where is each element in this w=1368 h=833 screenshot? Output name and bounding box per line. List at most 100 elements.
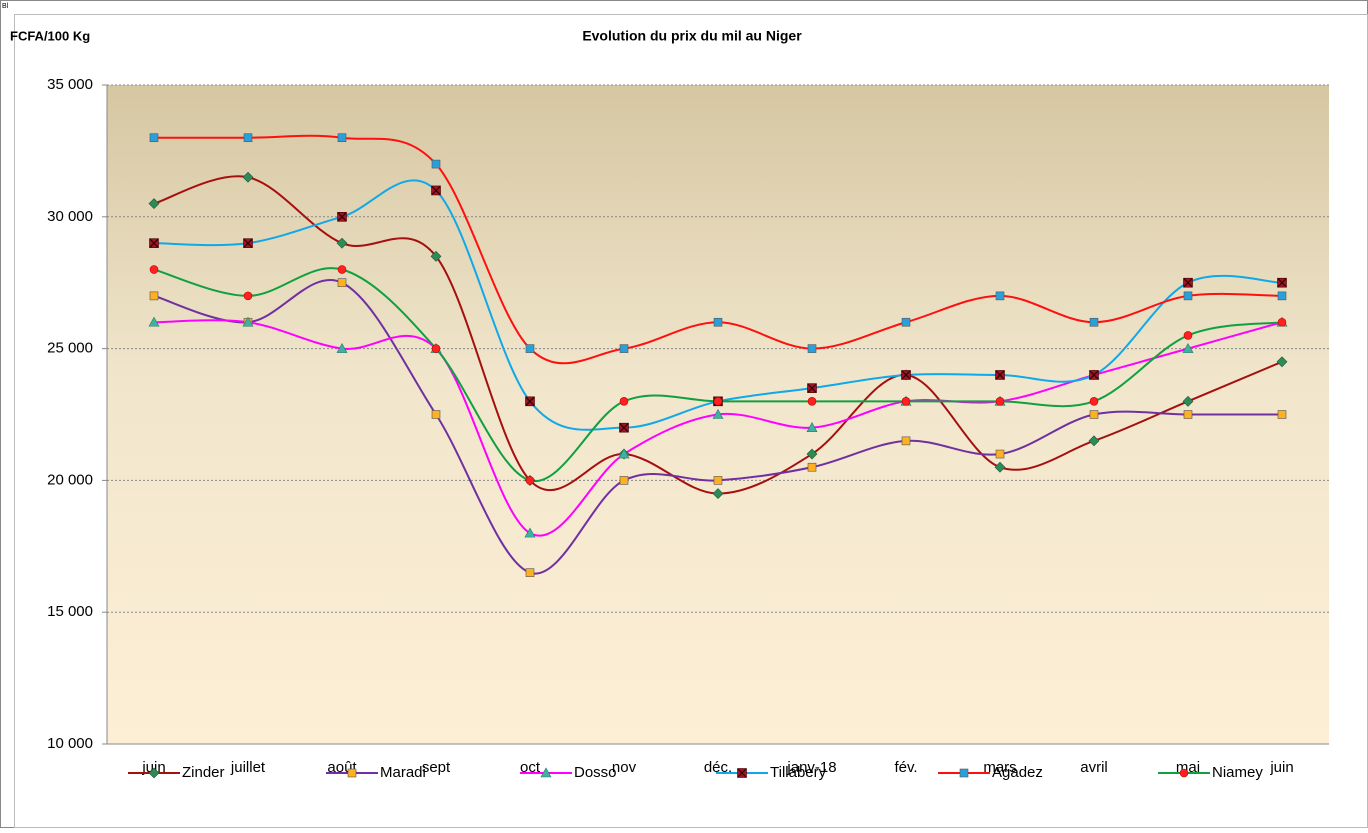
marker bbox=[1182, 395, 1194, 407]
marker bbox=[1183, 331, 1193, 340]
marker bbox=[243, 133, 253, 143]
marker bbox=[1277, 291, 1287, 301]
marker bbox=[1276, 356, 1288, 368]
marker bbox=[901, 370, 911, 380]
marker bbox=[995, 291, 1005, 301]
legend-label: Dosso bbox=[574, 764, 617, 781]
marker bbox=[540, 767, 552, 778]
x-tick-label: juillet bbox=[230, 759, 266, 776]
marker-cross bbox=[337, 212, 347, 222]
marker-cross bbox=[1183, 278, 1193, 288]
marker bbox=[712, 488, 724, 500]
marker bbox=[901, 397, 911, 406]
x-tick-label: fév. bbox=[894, 759, 917, 776]
marker bbox=[1277, 410, 1287, 419]
marker bbox=[806, 422, 818, 432]
marker bbox=[1089, 370, 1099, 380]
marker bbox=[337, 133, 347, 143]
legend-label: Zinder bbox=[182, 764, 225, 781]
marker bbox=[807, 397, 817, 406]
marker bbox=[243, 291, 253, 301]
marker-cross bbox=[525, 396, 535, 406]
legend-label: Niamey bbox=[1212, 764, 1263, 781]
marker bbox=[149, 133, 159, 143]
marker bbox=[347, 768, 357, 778]
marker bbox=[807, 462, 817, 472]
marker bbox=[525, 396, 535, 407]
x-tick-label: nov bbox=[612, 759, 637, 776]
marker bbox=[994, 461, 1006, 473]
marker bbox=[1277, 277, 1287, 288]
marker bbox=[995, 449, 1005, 459]
y-tick-label: 25 000 bbox=[47, 340, 93, 357]
x-tick-label: sept bbox=[422, 759, 451, 776]
x-tick-label: mars bbox=[983, 759, 1016, 776]
marker-cross bbox=[737, 768, 747, 778]
y-tick-label: 30 000 bbox=[47, 208, 93, 225]
x-tick-label: déc. bbox=[704, 759, 732, 776]
marker-cross bbox=[995, 370, 1005, 380]
marker bbox=[995, 397, 1005, 406]
legend-item: Agadez bbox=[938, 764, 1043, 781]
marker bbox=[149, 291, 159, 301]
marker-cross bbox=[901, 370, 911, 380]
marker-cross bbox=[1277, 278, 1287, 288]
marker bbox=[1088, 435, 1100, 447]
marker bbox=[1179, 768, 1189, 778]
y-tick-label: 15 000 bbox=[47, 603, 93, 620]
marker bbox=[806, 448, 818, 460]
marker-cross bbox=[243, 238, 253, 248]
marker bbox=[149, 265, 159, 274]
marker bbox=[1183, 410, 1193, 419]
marker bbox=[337, 265, 347, 274]
corner-label: Bl bbox=[2, 3, 9, 10]
marker bbox=[619, 422, 629, 433]
marker bbox=[713, 476, 723, 485]
marker bbox=[959, 768, 969, 778]
marker bbox=[995, 370, 1005, 380]
x-tick-label: juin bbox=[1269, 759, 1293, 776]
x-tick-label: janv-18 bbox=[786, 759, 836, 776]
marker bbox=[525, 476, 535, 485]
legend-item: Niamey bbox=[1158, 764, 1263, 781]
marker bbox=[242, 171, 254, 183]
marker bbox=[1183, 277, 1193, 288]
marker bbox=[807, 383, 817, 393]
y-axis-label: FCFA/100 Kg bbox=[10, 28, 90, 43]
legend-label: Tillabery bbox=[770, 764, 827, 781]
marker bbox=[618, 448, 630, 459]
legend-item: Dosso bbox=[520, 764, 617, 781]
marker bbox=[430, 250, 442, 262]
marker-cross bbox=[431, 186, 441, 195]
marker bbox=[431, 410, 441, 419]
x-tick-label: avril bbox=[1080, 759, 1108, 776]
marker bbox=[1182, 342, 1194, 353]
marker bbox=[431, 185, 441, 196]
legend-item: Maradi bbox=[326, 764, 426, 781]
marker bbox=[431, 344, 441, 353]
y-tick-label: 10 000 bbox=[47, 735, 93, 752]
marker-cross bbox=[149, 238, 159, 248]
marker bbox=[525, 568, 535, 577]
marker bbox=[337, 212, 347, 222]
marker bbox=[901, 317, 911, 327]
marker bbox=[148, 316, 160, 327]
marker bbox=[148, 198, 160, 210]
marker bbox=[336, 237, 348, 249]
marker bbox=[1089, 410, 1099, 419]
x-tick-label: juin bbox=[141, 759, 165, 776]
marker-cross bbox=[1089, 370, 1099, 380]
marker bbox=[619, 476, 629, 485]
marker bbox=[524, 527, 536, 538]
legend-label: Maradi bbox=[380, 764, 426, 781]
marker bbox=[525, 344, 535, 353]
marker bbox=[149, 238, 159, 248]
marker bbox=[1183, 291, 1193, 301]
marker bbox=[1089, 317, 1099, 327]
marker bbox=[713, 397, 723, 406]
marker bbox=[337, 278, 347, 288]
marker bbox=[242, 316, 254, 327]
marker bbox=[712, 408, 724, 419]
